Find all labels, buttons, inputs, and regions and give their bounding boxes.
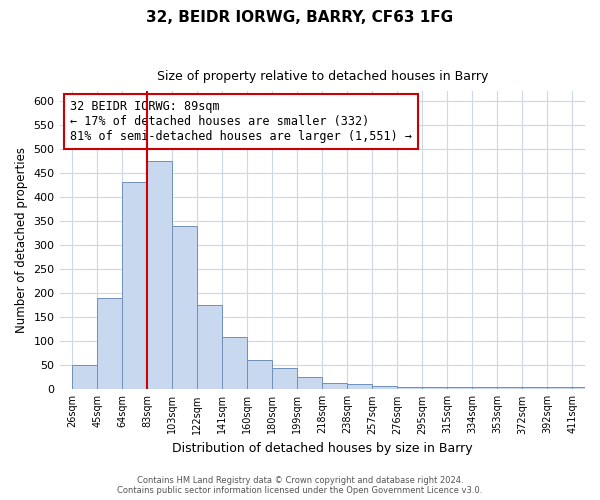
X-axis label: Distribution of detached houses by size in Barry: Distribution of detached houses by size … bbox=[172, 442, 473, 455]
Y-axis label: Number of detached properties: Number of detached properties bbox=[15, 147, 28, 333]
Text: Contains HM Land Registry data © Crown copyright and database right 2024.
Contai: Contains HM Land Registry data © Crown c… bbox=[118, 476, 482, 495]
Text: 32, BEIDR IORWG, BARRY, CF63 1FG: 32, BEIDR IORWG, BARRY, CF63 1FG bbox=[146, 10, 454, 25]
Bar bbox=[197, 305, 222, 390]
Title: Size of property relative to detached houses in Barry: Size of property relative to detached ho… bbox=[157, 70, 488, 83]
Bar bbox=[547, 388, 572, 390]
Bar bbox=[72, 366, 97, 390]
Bar bbox=[422, 388, 448, 390]
Bar bbox=[472, 388, 497, 390]
Text: 32 BEIDR IORWG: 89sqm
← 17% of detached houses are smaller (332)
81% of semi-det: 32 BEIDR IORWG: 89sqm ← 17% of detached … bbox=[70, 100, 412, 143]
Bar bbox=[397, 388, 422, 390]
Bar bbox=[97, 298, 122, 390]
Bar bbox=[272, 368, 297, 390]
Bar bbox=[572, 388, 598, 390]
Bar bbox=[247, 360, 272, 390]
Bar bbox=[523, 388, 547, 390]
Bar bbox=[172, 226, 197, 390]
Bar bbox=[122, 182, 147, 390]
Bar bbox=[222, 338, 247, 390]
Bar bbox=[322, 383, 347, 390]
Bar bbox=[497, 388, 523, 390]
Bar bbox=[373, 386, 397, 390]
Bar bbox=[347, 384, 373, 390]
Bar bbox=[448, 388, 472, 390]
Bar bbox=[147, 161, 172, 390]
Bar bbox=[297, 378, 322, 390]
